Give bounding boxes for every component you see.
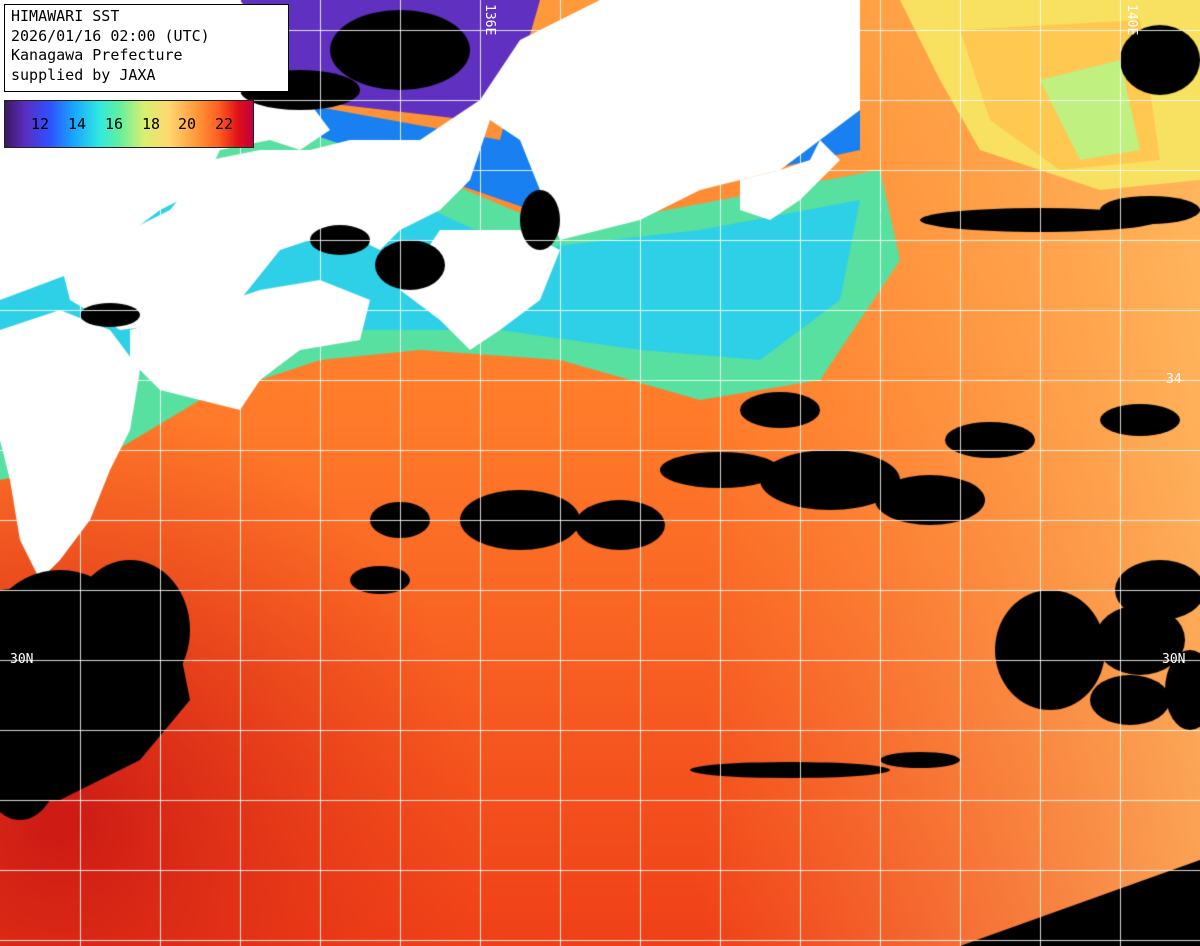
lat-label-30-left: 30N	[10, 652, 34, 667]
product-title: HIMAWARI SST	[11, 7, 120, 25]
legend-tick: 14	[68, 115, 87, 133]
legend-tick: 22	[215, 115, 234, 133]
legend-tick: 16	[105, 115, 124, 133]
legend-tick: 20	[178, 115, 197, 133]
lon-label-136: 136E	[482, 4, 497, 36]
agency-label: Kanagawa Prefecture	[11, 46, 183, 64]
lat-label-34-left: 34	[10, 372, 26, 387]
color-scale-legend: 12 14 16 18 20 22	[4, 100, 254, 148]
timestamp: 2026/01/16 02:00 (UTC)	[11, 26, 210, 45]
info-box: HIMAWARI SST 2026/01/16 02:00 (UTC) Kana…	[4, 4, 289, 92]
lat-label-34-right: 34	[1166, 372, 1182, 387]
credit-label: supplied by JAXA	[11, 65, 156, 84]
lon-label-140: 140E	[1124, 4, 1139, 36]
lat-label-30-right: 30N	[1162, 652, 1186, 667]
legend-tick: 12	[31, 115, 50, 133]
legend-tick: 18	[142, 115, 161, 133]
